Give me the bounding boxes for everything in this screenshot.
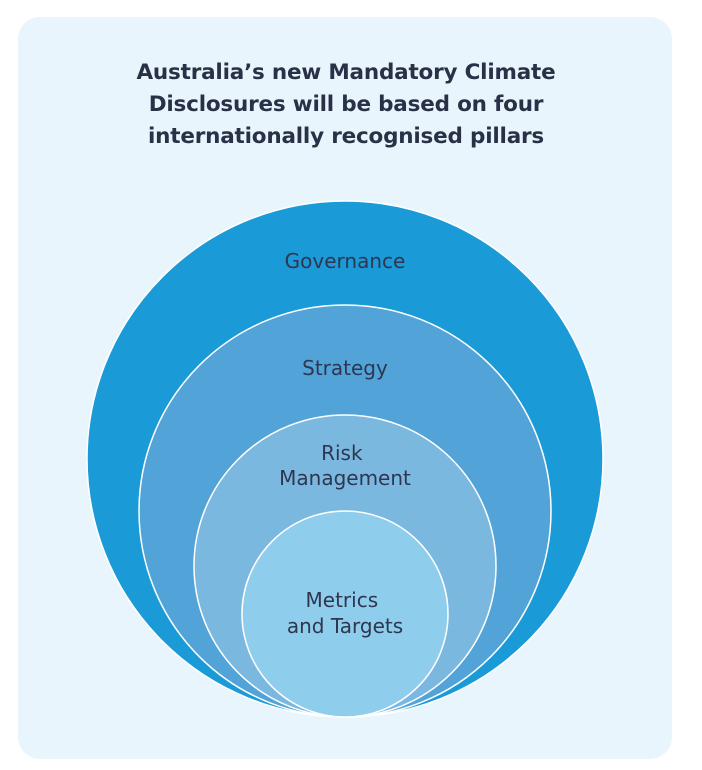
title-line-2: Disclosures will be based on four: [148, 92, 544, 117]
pillar-circle-metrics-and-targets: [241, 510, 449, 718]
pillar-label-risk-management: Risk Management: [279, 441, 411, 490]
title-line-3: internationally recognised pillars: [147, 124, 545, 149]
pillar-label-governance: Governance: [285, 249, 406, 273]
title-line-1: Australia’s new Mandatory Climate: [136, 60, 556, 85]
infographic-title: Australia’s new Mandatory Climate Disclo…: [40, 57, 652, 153]
pillar-label-strategy: Strategy: [302, 356, 388, 380]
pillar-label-metrics-and-targets: Metrics and Targets: [287, 588, 403, 638]
